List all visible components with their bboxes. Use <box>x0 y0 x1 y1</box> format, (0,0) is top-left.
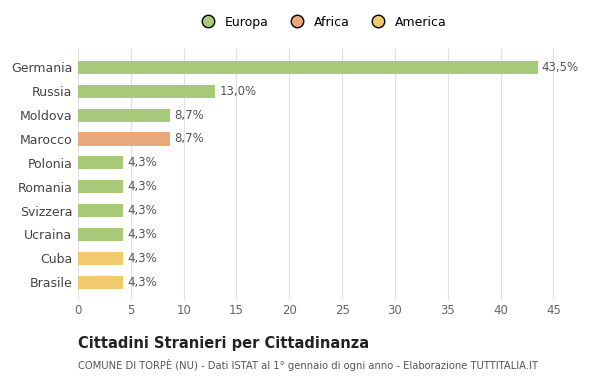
Text: 4,3%: 4,3% <box>128 252 157 265</box>
Bar <box>78 204 124 217</box>
Legend: Europa, Africa, America: Europa, Africa, America <box>190 11 452 33</box>
Bar <box>78 228 124 241</box>
Text: 4,3%: 4,3% <box>128 204 157 217</box>
Text: 43,5%: 43,5% <box>542 61 579 74</box>
Text: 4,3%: 4,3% <box>128 228 157 241</box>
Text: 4,3%: 4,3% <box>128 276 157 289</box>
Bar <box>78 132 170 146</box>
Text: Cittadini Stranieri per Cittadinanza: Cittadini Stranieri per Cittadinanza <box>78 336 369 351</box>
Text: 4,3%: 4,3% <box>128 156 157 169</box>
Bar <box>78 85 215 98</box>
Text: 4,3%: 4,3% <box>128 180 157 193</box>
Bar <box>78 252 124 265</box>
Text: 8,7%: 8,7% <box>174 133 204 146</box>
Text: 8,7%: 8,7% <box>174 109 204 122</box>
Bar <box>78 109 170 122</box>
Bar <box>78 156 124 169</box>
Bar <box>78 61 538 74</box>
Text: 13,0%: 13,0% <box>220 85 257 98</box>
Bar <box>78 276 124 289</box>
Bar <box>78 180 124 193</box>
Text: COMUNE DI TORPÈ (NU) - Dati ISTAT al 1° gennaio di ogni anno - Elaborazione TUTT: COMUNE DI TORPÈ (NU) - Dati ISTAT al 1° … <box>78 359 538 371</box>
